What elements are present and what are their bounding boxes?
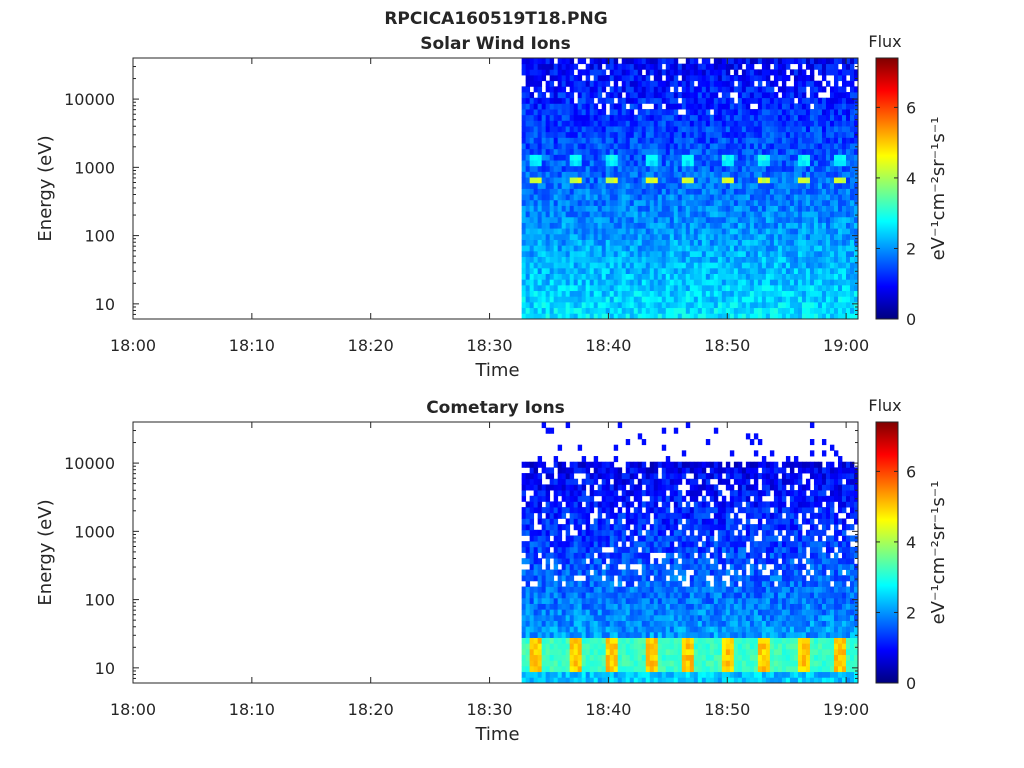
x-tick-label: 19:00 — [823, 336, 869, 355]
x-tick-label: 18:00 — [110, 336, 156, 355]
colorbar — [875, 57, 899, 320]
colorbar-tick-label: 6 — [906, 98, 916, 117]
x-tick-label: 18:30 — [467, 700, 513, 719]
y-tick-label: 10000 — [64, 454, 115, 473]
panel-title: Cometary Ions — [426, 398, 565, 418]
y-tick-label: 100 — [84, 227, 115, 246]
y-tick-label: 10 — [95, 659, 115, 678]
colorbar-tick-label: 2 — [906, 239, 916, 258]
solar-wind-panel: Solar Wind Ions 18:00 18:10 18:20 18:30 18:40… — [35, 32, 949, 381]
colorbar — [875, 421, 899, 684]
x-tick-label: 18:40 — [585, 700, 631, 719]
colorbar-tick-label: 4 — [906, 533, 916, 552]
y-tick-label: 100 — [84, 591, 115, 610]
y-tick-label: 1000 — [74, 522, 115, 541]
x-tick-label: 19:00 — [823, 700, 869, 719]
y-tick-label: 10 — [95, 295, 115, 314]
y-tick-label: 1000 — [74, 158, 115, 177]
colorbar-title: Flux — [868, 32, 901, 51]
colorbar-tick-label: 4 — [906, 169, 916, 188]
x-tick-label: 18:20 — [348, 700, 394, 719]
panel-title: Solar Wind Ions — [420, 34, 571, 54]
heatmap — [521, 58, 859, 320]
colorbar-unit-label: eV⁻¹cm⁻²sr⁻¹s⁻¹ — [928, 117, 949, 261]
plot-frame — [132, 57, 859, 320]
colorbar-unit-label: eV⁻¹cm⁻²sr⁻¹s⁻¹ — [928, 481, 949, 625]
x-tick-label: 18:10 — [229, 700, 275, 719]
y-axis-label: Energy (eV) — [35, 135, 56, 241]
figure-title: RPCICA160519T18.PNG — [384, 9, 607, 29]
x-tick-label: 18:30 — [467, 336, 513, 355]
x-tick-label: 18:50 — [704, 336, 750, 355]
x-tick-label: 18:50 — [704, 700, 750, 719]
x-tick-label: 18:00 — [110, 700, 156, 719]
x-tick-label: 18:10 — [229, 336, 275, 355]
colorbar-title: Flux — [868, 396, 901, 415]
colorbar-tick-label: 0 — [906, 310, 916, 329]
colorbar-tick-label: 6 — [906, 462, 916, 481]
x-axis-label: Time — [474, 360, 519, 381]
plot-frame — [132, 421, 859, 684]
colorbar-tick-label: 2 — [906, 603, 916, 622]
x-axis-label: Time — [474, 724, 519, 745]
x-tick-label: 18:40 — [585, 336, 631, 355]
cometary-ions-panel: Cometary Ions 18:00 18:10 18:20 18:30 18:40 18… — [35, 396, 949, 745]
y-tick-label: 10000 — [64, 90, 115, 109]
heatmap — [521, 422, 859, 684]
y-axis-label: Energy (eV) — [35, 499, 56, 605]
colorbar-tick-label: 0 — [906, 674, 916, 693]
x-tick-label: 18:20 — [348, 336, 394, 355]
